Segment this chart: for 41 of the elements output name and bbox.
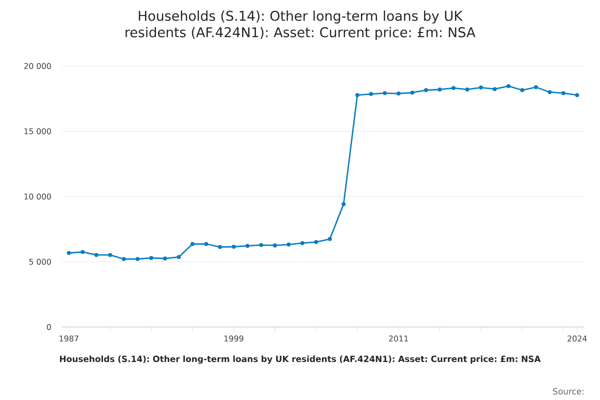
point [232,244,236,249]
point [80,250,85,254]
point [548,90,552,94]
point [190,242,194,246]
point [478,86,483,90]
point [176,255,181,260]
point [286,242,291,247]
point [108,252,112,257]
point [465,87,470,92]
point [66,251,71,256]
point [355,93,360,98]
point [561,91,566,96]
point [136,257,140,262]
point [438,87,442,92]
point [204,242,208,246]
point [369,92,374,96]
point [259,243,264,248]
point [272,243,277,248]
point [163,256,168,260]
point [575,93,580,98]
source-note: Source: [553,388,584,394]
point [328,237,332,242]
point [94,252,98,257]
point [396,92,401,96]
point [218,245,222,249]
point [424,88,428,92]
point [452,86,456,90]
point [342,202,346,206]
point [410,90,414,95]
point [245,244,250,248]
point [506,84,510,88]
chart-title: Households (S.14): Other long-term loans by UK residents (AF.424N1): Asset: Current price: £m: NSA [126,10,476,40]
point [534,85,538,90]
point [492,87,497,92]
point [314,240,318,244]
point [149,256,154,260]
point [122,257,126,262]
point [382,91,387,96]
x-axis-title: Households (S.14): Other long-term loans by UK residents (AF.424N1): Asset: Current price: £m: NSA [60,356,541,364]
point [300,241,304,246]
point [520,88,524,92]
